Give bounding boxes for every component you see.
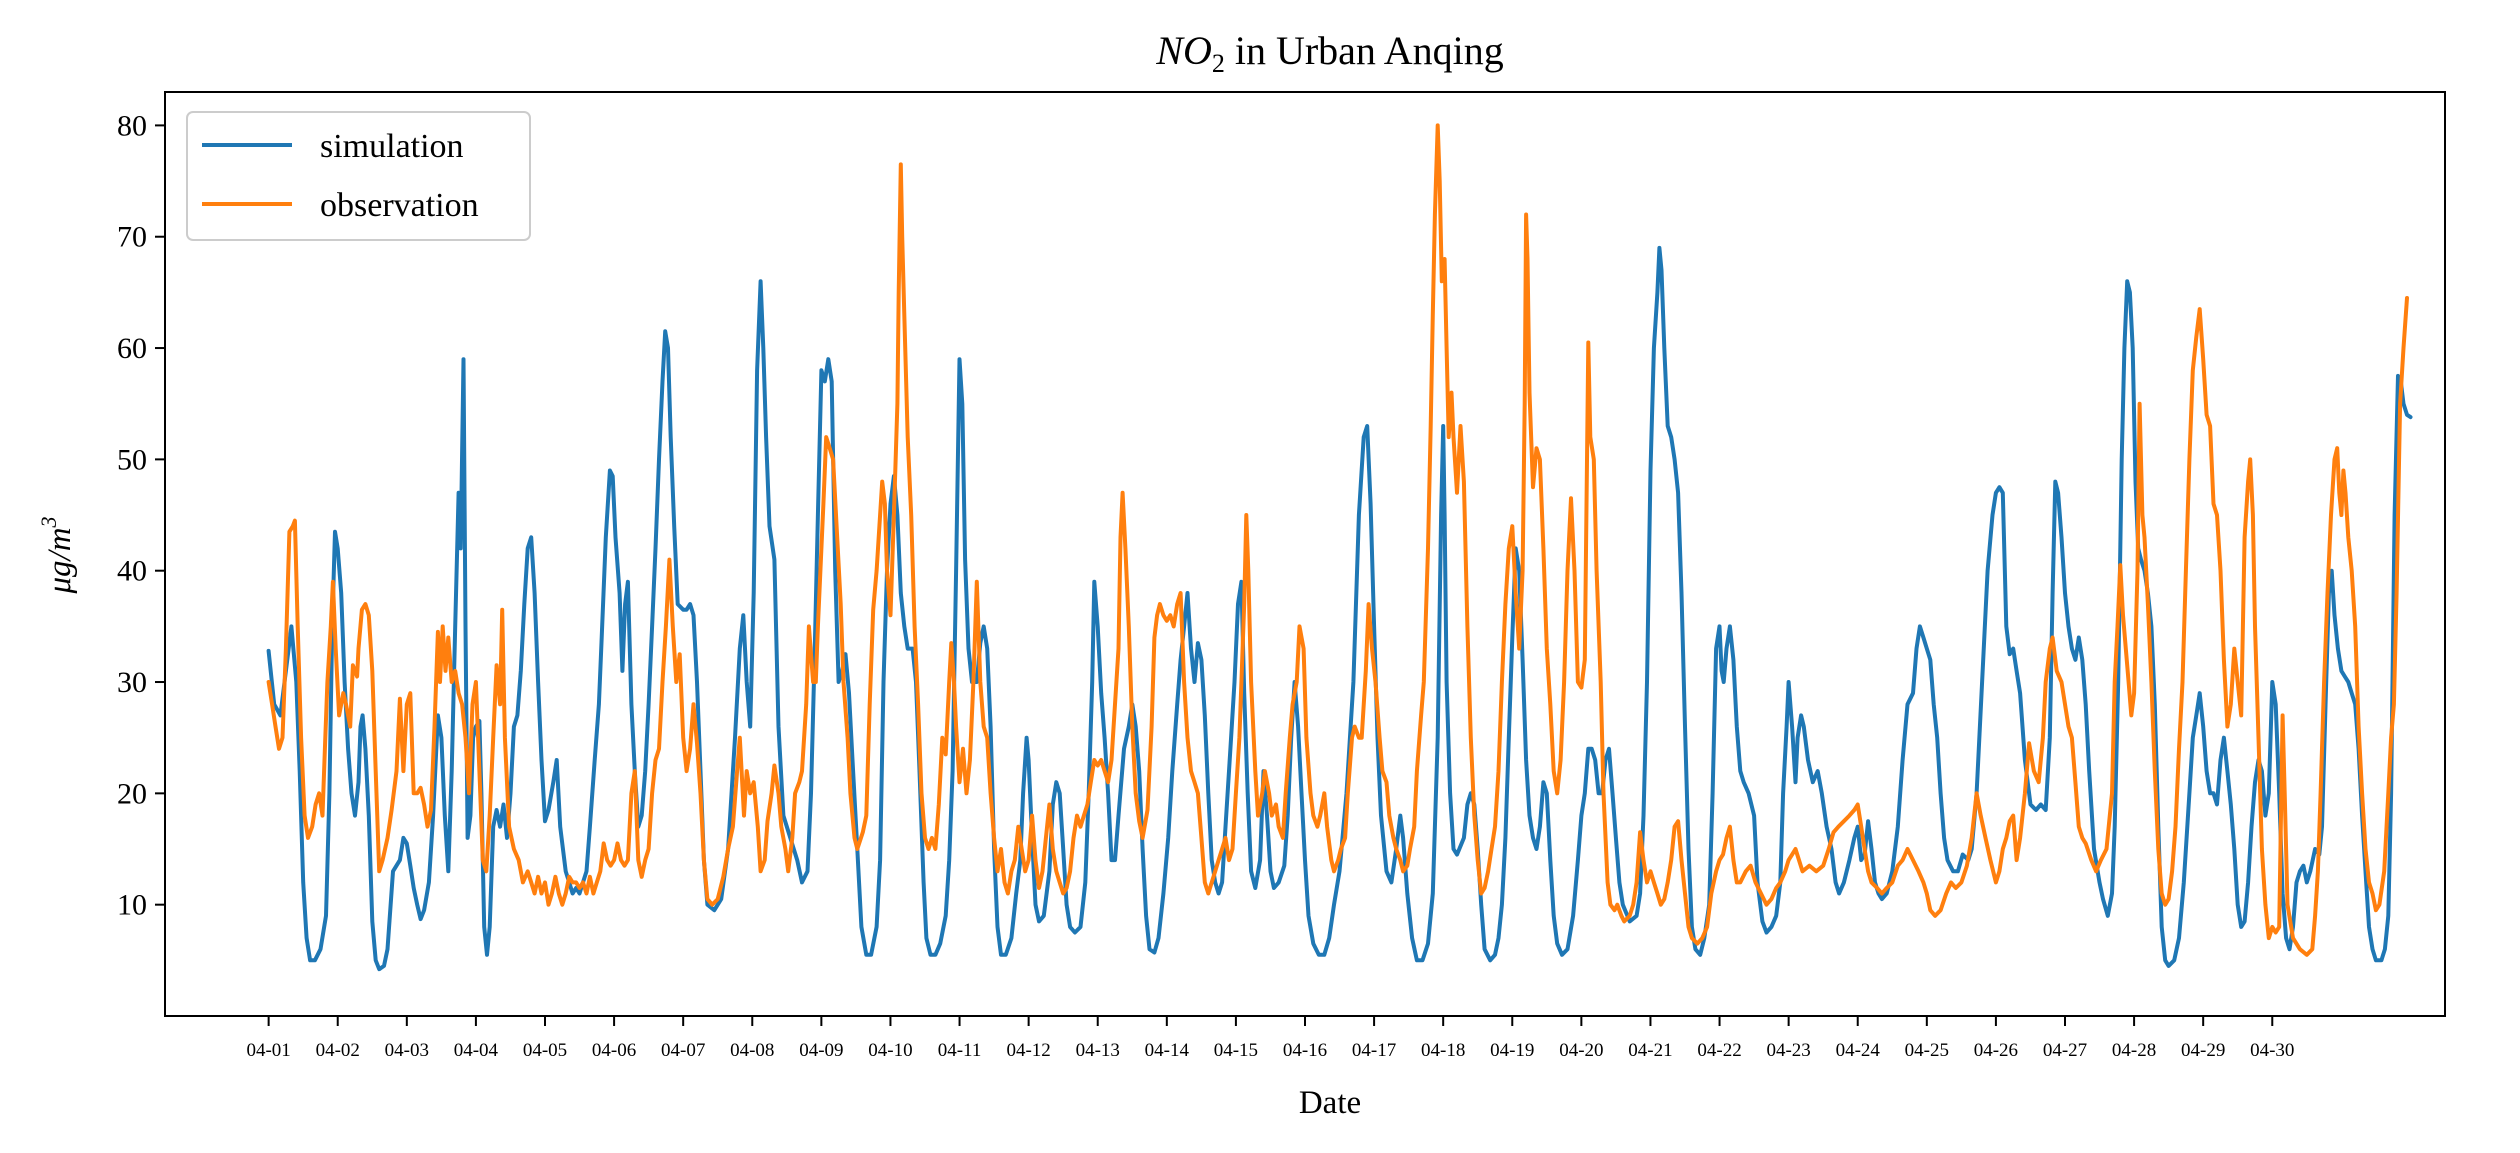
x-tick-label: 04-11 bbox=[938, 1040, 982, 1061]
x-tick-label: 04-16 bbox=[1283, 1040, 1327, 1061]
y-tick-label: 10 bbox=[117, 889, 147, 922]
series-layer bbox=[266, 123, 2413, 972]
y-tick-label: 50 bbox=[117, 443, 147, 476]
x-tick-label: 04-30 bbox=[2250, 1040, 2294, 1061]
series-line-simulation bbox=[266, 245, 2413, 972]
x-ticks: 04-01 04-02 04-03 04-04 04-05 04-06 04-07 04-08… bbox=[246, 1016, 2294, 1061]
x-tick-label: 04-22 bbox=[1697, 1040, 1741, 1061]
x-tick-label: 04-07 bbox=[661, 1040, 705, 1061]
x-tick-label: 04-08 bbox=[730, 1040, 774, 1061]
x-tick-label: 04-05 bbox=[523, 1040, 567, 1061]
x-tick-label: 04-14 bbox=[1145, 1040, 1190, 1061]
x-tick-label: 04-24 bbox=[1836, 1040, 1881, 1061]
x-tick-label: 04-29 bbox=[2181, 1040, 2225, 1061]
x-tick-label: 04-25 bbox=[1905, 1040, 1949, 1061]
x-tick-label: 04-17 bbox=[1352, 1040, 1396, 1061]
x-tick-label: 04-18 bbox=[1421, 1040, 1465, 1061]
x-tick-label: 04-20 bbox=[1559, 1040, 1603, 1061]
x-tick-label: 04-12 bbox=[1006, 1040, 1050, 1061]
legend-label-simulation: simulation bbox=[320, 128, 464, 165]
x-tick-label: 04-02 bbox=[316, 1040, 360, 1061]
series-line-observation bbox=[266, 123, 2409, 957]
y-tick-label: 70 bbox=[117, 221, 147, 254]
y-tick-label: 20 bbox=[117, 777, 147, 810]
x-tick-label: 04-23 bbox=[1766, 1040, 1810, 1061]
y-tick-label: 80 bbox=[117, 109, 147, 142]
y-tick-label: 40 bbox=[117, 555, 147, 588]
legend-label-observation: observation bbox=[320, 187, 479, 224]
x-tick-label: 04-09 bbox=[799, 1040, 843, 1061]
x-tick-label: 04-15 bbox=[1214, 1040, 1258, 1061]
y-tick-label: 60 bbox=[117, 332, 147, 365]
chart-title: NO2 in Urban Anqing bbox=[1155, 28, 1503, 78]
x-tick-label: 04-06 bbox=[592, 1040, 636, 1061]
y-tick-label: 30 bbox=[117, 666, 147, 699]
x-tick-label: 04-03 bbox=[385, 1040, 429, 1061]
x-tick-label: 04-26 bbox=[1974, 1040, 2018, 1061]
x-tick-label: 04-04 bbox=[454, 1040, 499, 1061]
x-tick-label: 04-01 bbox=[246, 1040, 290, 1061]
x-tick-label: 04-27 bbox=[2043, 1040, 2087, 1061]
legend: simulation observation bbox=[186, 111, 531, 241]
x-tick-label: 04-13 bbox=[1076, 1040, 1120, 1061]
x-tick-label: 04-21 bbox=[1628, 1040, 1672, 1061]
x-axis-label: Date bbox=[1299, 1085, 1361, 1121]
x-tick-label: 04-28 bbox=[2112, 1040, 2156, 1061]
x-tick-label: 04-10 bbox=[868, 1040, 912, 1061]
y-ticks: 10 20 30 40 50 60 70 80 bbox=[117, 109, 165, 922]
x-tick-label: 04-19 bbox=[1490, 1040, 1534, 1061]
y-axis-label: μg/m3 bbox=[36, 516, 78, 594]
